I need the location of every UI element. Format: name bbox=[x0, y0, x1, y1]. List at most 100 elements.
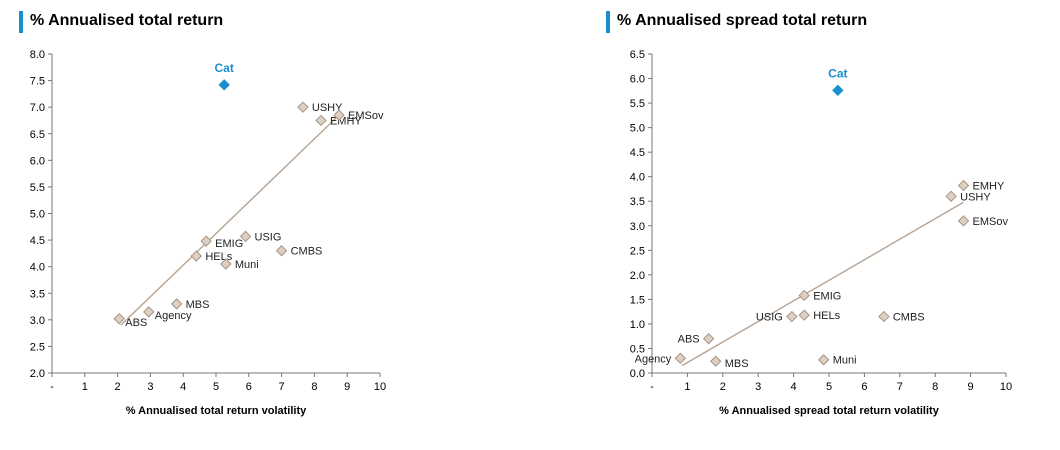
point-label: CMBS bbox=[893, 312, 925, 324]
point-label: HELs bbox=[813, 310, 840, 322]
x-tick-label: 6 bbox=[861, 381, 867, 393]
chart-panel-total-return: % Annualised total return 2.0 2.5 3.0 3.5 4.… bbox=[19, 11, 386, 417]
x-tick-label: 6 bbox=[246, 381, 252, 393]
data-point bbox=[957, 179, 970, 192]
y-tick-label: 6.5 bbox=[630, 49, 645, 61]
trend-line bbox=[681, 201, 964, 367]
x-tick-label: - bbox=[50, 381, 54, 393]
y-tick-label: 6.0 bbox=[30, 155, 45, 167]
y-tick-label: 1.0 bbox=[630, 319, 645, 331]
highlight-point bbox=[218, 79, 230, 91]
y-tick-label: 7.0 bbox=[30, 102, 45, 114]
x-tick-label: 10 bbox=[1000, 381, 1012, 393]
y-tick-label: 3.5 bbox=[630, 196, 645, 208]
data-point bbox=[333, 109, 345, 121]
highlight-point bbox=[832, 84, 844, 97]
chart-title: % Annualised spread total return bbox=[617, 12, 868, 29]
point-label: MBS bbox=[186, 299, 210, 311]
data-point bbox=[798, 309, 810, 321]
data-point bbox=[113, 313, 125, 325]
data-point bbox=[170, 298, 183, 310]
x-tick-label: 5 bbox=[826, 381, 832, 393]
trend-line bbox=[120, 113, 342, 326]
y-tick-label: 6.0 bbox=[630, 74, 645, 86]
data-point bbox=[798, 289, 810, 302]
y-tick-label: 6.5 bbox=[30, 129, 45, 141]
data-point bbox=[315, 114, 327, 127]
point-label: USIG bbox=[756, 312, 783, 324]
scatter-chart: 2.0 2.5 3.0 3.5 4.0 4.5 5.0 5.5 6.0 6.5 7.0 7.5 8.0 -… bbox=[30, 49, 386, 417]
y-tick-label: 2.5 bbox=[30, 341, 45, 353]
point-label: ABS bbox=[125, 317, 147, 329]
point-label: Agency bbox=[155, 310, 192, 322]
x-tick-label: 2 bbox=[720, 381, 726, 393]
point-label: Agency bbox=[635, 353, 672, 365]
chart-panel-spread-total-return: % Annualised spread total return 0.0 0.5 1… bbox=[530, 0, 1060, 450]
scatter-chart: 0.0 0.5 1.0 1.5 2.0 2.5 3.0 3.5 4.0 4.5 5.0 5.5 6.0 6… bbox=[630, 49, 1012, 417]
data-point bbox=[239, 230, 252, 243]
highlight-label: Cat bbox=[828, 66, 847, 80]
x-tick-label: 7 bbox=[897, 381, 903, 393]
data-point bbox=[190, 250, 203, 262]
point-label: EMIG bbox=[215, 238, 243, 250]
x-tick-label: 1 bbox=[82, 381, 88, 393]
y-tick-label: 3.0 bbox=[30, 315, 45, 327]
point-label: MBS bbox=[725, 358, 749, 370]
y-tick-label: 1.5 bbox=[630, 294, 645, 306]
x-axis-title: % Annualised total return volatility bbox=[126, 405, 307, 417]
highlight-label: Cat bbox=[215, 61, 234, 75]
y-tick-label: 5.0 bbox=[630, 123, 645, 135]
point-label: USIG bbox=[255, 231, 282, 243]
y-tick-label: 5.0 bbox=[30, 209, 45, 221]
x-tick-label: 3 bbox=[147, 381, 153, 393]
point-label: CMBS bbox=[291, 246, 323, 258]
data-point bbox=[878, 310, 890, 323]
y-tick-label: 4.0 bbox=[30, 262, 45, 274]
point-label: EMSov bbox=[973, 216, 1009, 228]
point-label: Muni bbox=[235, 259, 259, 271]
y-tick-label: 2.0 bbox=[630, 270, 645, 282]
y-tick-label: 8.0 bbox=[30, 49, 45, 61]
data-point bbox=[674, 352, 687, 364]
y-tick-label: 3.5 bbox=[30, 288, 45, 300]
x-tick-label: 4 bbox=[791, 381, 797, 393]
x-tick-label: 2 bbox=[115, 381, 121, 393]
data-point bbox=[143, 306, 155, 318]
title-accent-bar bbox=[19, 11, 23, 33]
data-point bbox=[786, 310, 798, 323]
data-point bbox=[200, 235, 212, 247]
y-tick-label: 0.5 bbox=[630, 343, 645, 355]
x-tick-label: 1 bbox=[684, 381, 690, 393]
point-label: EMIG bbox=[813, 290, 841, 302]
title-accent-bar bbox=[606, 11, 610, 33]
x-tick-label: 10 bbox=[374, 381, 386, 393]
x-tick-label: 9 bbox=[344, 381, 350, 393]
y-tick-label: 5.5 bbox=[30, 182, 45, 194]
y-tick-label: 4.5 bbox=[30, 235, 45, 247]
y-tick-label: 2.0 bbox=[30, 368, 45, 380]
data-point bbox=[220, 258, 232, 270]
data-point bbox=[957, 215, 970, 227]
y-tick-label: 2.5 bbox=[630, 245, 645, 257]
x-tick-label: 3 bbox=[755, 381, 761, 393]
y-tick-label: 0.0 bbox=[630, 368, 645, 380]
data-point bbox=[297, 101, 309, 113]
y-tick-label: 7.5 bbox=[30, 76, 45, 88]
x-tick-label: 8 bbox=[932, 381, 938, 393]
point-label: ABS bbox=[678, 334, 700, 346]
point-label: USHY bbox=[312, 102, 343, 114]
data-point bbox=[710, 355, 722, 367]
data-point bbox=[275, 245, 288, 257]
y-tick-label: 5.5 bbox=[630, 98, 645, 110]
x-tick-label: 8 bbox=[311, 381, 317, 393]
point-label: EMSov bbox=[348, 110, 384, 122]
y-tick-label: 3.0 bbox=[630, 221, 645, 233]
data-point bbox=[945, 190, 957, 203]
x-tick-label: 7 bbox=[279, 381, 285, 393]
point-label: USHY bbox=[960, 191, 991, 203]
y-tick-label: 4.0 bbox=[630, 172, 645, 184]
x-tick-label: 5 bbox=[213, 381, 219, 393]
chart-title: % Annualised total return bbox=[30, 12, 224, 29]
y-tick-label: 4.5 bbox=[630, 147, 645, 159]
data-point bbox=[817, 354, 830, 366]
